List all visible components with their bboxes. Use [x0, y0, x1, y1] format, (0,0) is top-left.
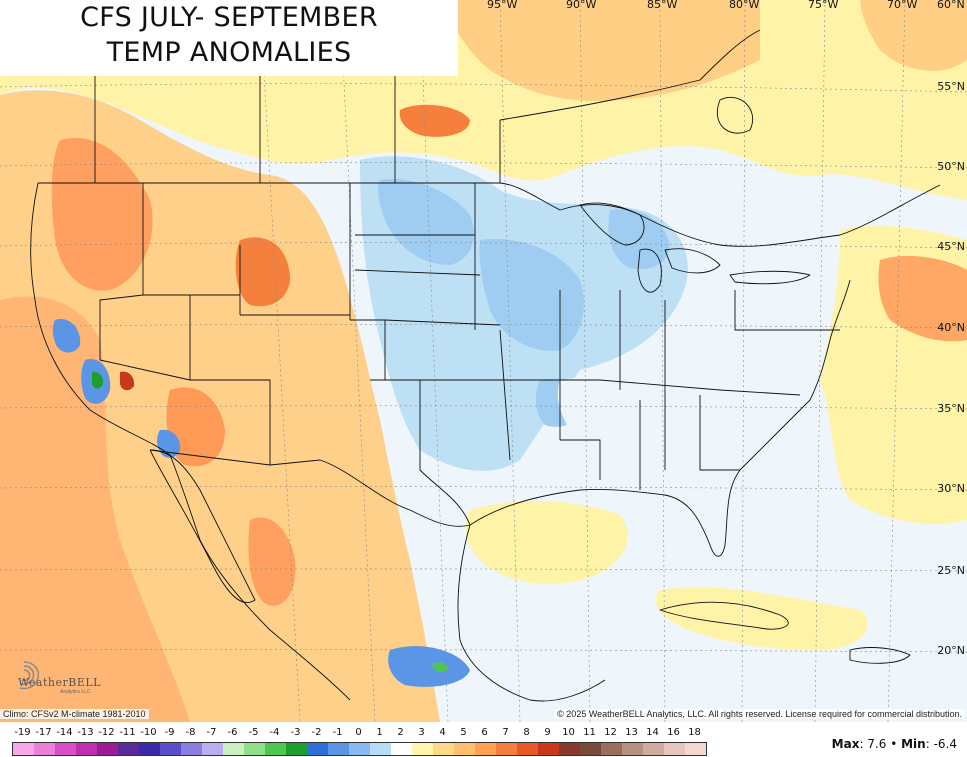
- legend-swatch: [370, 743, 391, 755]
- legend-label: 4: [439, 727, 446, 738]
- max-label: Max: [831, 737, 860, 751]
- legend-swatch: [622, 743, 643, 755]
- min-value: -6.4: [933, 737, 957, 751]
- latitude-label: 40°N: [937, 321, 965, 334]
- legend-swatch: [34, 743, 55, 755]
- legend-label: 9: [544, 727, 551, 738]
- legend-swatch: [160, 743, 181, 755]
- latitude-label: 55°N: [937, 80, 965, 93]
- longitude-label: 60°N: [937, 0, 965, 11]
- logo-swirl-icon: [19, 661, 40, 690]
- legend-label: -1: [332, 727, 343, 738]
- legend-swatch: [601, 743, 622, 755]
- legend-swatch: [349, 743, 370, 755]
- map-title: CFS JULY- SEPTEMBER TEMP ANOMALIES: [0, 0, 458, 76]
- legend-label: -9: [164, 727, 175, 738]
- latitude-label: 25°N: [937, 564, 965, 577]
- legend-label: 0: [355, 727, 362, 738]
- legend-label: 3: [418, 727, 425, 738]
- copyright-notice: © 2025 WeatherBELL Analytics, LLC. All r…: [554, 709, 965, 719]
- legend-label: 14: [646, 727, 659, 738]
- title-line-1: CFS JULY- SEPTEMBER: [80, 2, 378, 33]
- legend-label: 5: [460, 727, 467, 738]
- legend-label: -8: [185, 727, 196, 738]
- legend-swatch: [328, 743, 349, 755]
- legend-label: -4: [269, 727, 280, 738]
- legend-swatch: [685, 743, 706, 755]
- legend-swatch: [580, 743, 601, 755]
- legend-label: 12: [604, 727, 617, 738]
- legend-swatch: [475, 743, 496, 755]
- longitude-label: 75°W: [808, 0, 839, 11]
- legend-swatch: [76, 743, 97, 755]
- legend-swatch: [13, 743, 34, 755]
- legend-swatch: [517, 743, 538, 755]
- min-label: Min: [901, 737, 926, 751]
- legend-swatch: [643, 743, 664, 755]
- latitude-label: 20°N: [937, 644, 965, 657]
- legend-swatch: [391, 743, 412, 755]
- legend-label: -10: [140, 727, 157, 738]
- legend-label: 6: [481, 727, 488, 738]
- legend-swatch: [454, 743, 475, 755]
- longitude-label: 70°W: [887, 0, 918, 11]
- legend-label: 11: [583, 727, 596, 738]
- legend-label: 10: [562, 727, 575, 738]
- legend-label: -6: [227, 727, 238, 738]
- legend-label: 16: [667, 727, 680, 738]
- legend-label: 8: [523, 727, 530, 738]
- latitude-label: 45°N: [937, 240, 965, 253]
- legend-label: -7: [206, 727, 217, 738]
- legend-label: -13: [77, 727, 94, 738]
- climo-note: Climo: CFSv2 M-climate 1981-2010: [0, 709, 149, 719]
- legend-label: 18: [688, 727, 701, 738]
- legend-swatch: [55, 743, 76, 755]
- legend-label: 2: [397, 727, 404, 738]
- legend-swatch: [244, 743, 265, 755]
- legend-label: 13: [625, 727, 638, 738]
- legend-swatch: [118, 743, 139, 755]
- legend-swatch: [412, 743, 433, 755]
- legend-swatch: [139, 743, 160, 755]
- legend-color-bar: [12, 742, 707, 756]
- title-line-2: TEMP ANOMALIES: [106, 37, 352, 68]
- legend-label: -2: [311, 727, 322, 738]
- legend-label: 7: [502, 727, 509, 738]
- legend-swatch: [559, 743, 580, 755]
- latitude-label: 30°N: [937, 482, 965, 495]
- weatherbell-logo: WeatherBELL Analytics LLC: [4, 658, 100, 696]
- longitude-label: 90°W: [566, 0, 597, 11]
- legend-label: -14: [56, 727, 73, 738]
- legend-swatch: [433, 743, 454, 755]
- legend-label: -3: [290, 727, 301, 738]
- legend-swatch: [97, 743, 118, 755]
- legend-swatch: [664, 743, 685, 755]
- legend-swatch: [181, 743, 202, 755]
- logo-subtext: Analytics LLC: [60, 689, 91, 695]
- legend-swatch: [538, 743, 559, 755]
- latitude-label: 50°N: [937, 160, 965, 173]
- map-canvas: [0, 0, 967, 722]
- legend-label: -12: [98, 727, 115, 738]
- legend-swatch: [265, 743, 286, 755]
- longitude-label: 95°W: [487, 0, 518, 11]
- longitude-label: 80°W: [729, 0, 760, 11]
- temperature-anomaly-map: 95°W 90°W 85°W 80°W 75°W 70°W 60°N 55°N …: [0, 0, 967, 722]
- legend-label: -19: [14, 727, 31, 738]
- legend-swatch: [307, 743, 328, 755]
- logo-text: WeatherBELL: [18, 676, 101, 689]
- max-min-stats: Max: 7.6 • Min: -6.4: [831, 737, 957, 751]
- legend-label: -11: [119, 727, 136, 738]
- legend-swatch: [202, 743, 223, 755]
- legend-label: -17: [35, 727, 52, 738]
- legend-label: 1: [376, 727, 383, 738]
- legend-swatch: [223, 743, 244, 755]
- longitude-label: 85°W: [647, 0, 678, 11]
- legend-swatch: [496, 743, 517, 755]
- legend-swatch: [286, 743, 307, 755]
- legend-label: -5: [248, 727, 259, 738]
- max-value: 7.6: [867, 737, 887, 751]
- latitude-label: 35°N: [937, 402, 965, 415]
